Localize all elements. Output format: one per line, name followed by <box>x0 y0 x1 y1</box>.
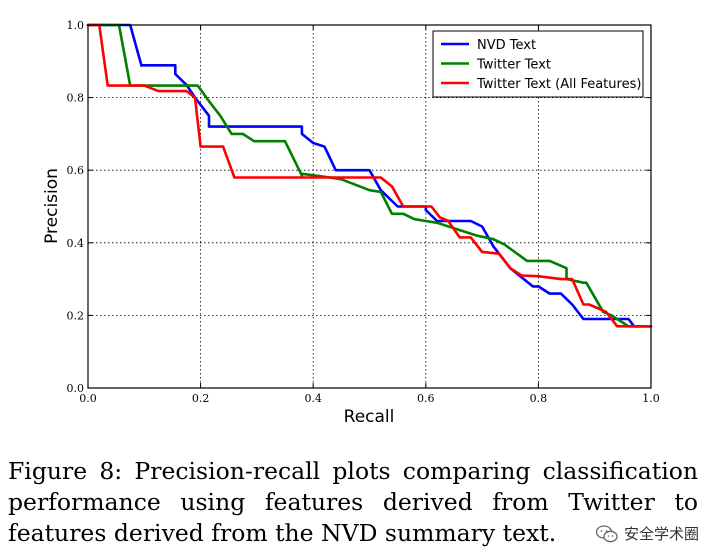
x-tick-label: 1.0 <box>642 392 660 405</box>
legend: NVD Text Twitter Text Twitter Text (All Fe… <box>432 30 644 98</box>
x-tick-label: 0.4 <box>304 392 322 405</box>
plot-frame <box>87 24 652 389</box>
axis-ticks: 0.0 0.2 0.4 0.6 0.8 1.0 0.0 0.2 0.4 0.6 0.8 1.0 <box>67 19 660 405</box>
series-line-2 <box>86 23 653 328</box>
x-tick-label: 0.0 <box>79 392 97 405</box>
y-axis-label: Precision <box>42 168 62 244</box>
x-axis-label: Recall <box>344 407 395 427</box>
pr-chart: 0.0 0.2 0.4 0.6 0.8 1.0 0.0 0.2 0.4 0.6 0.8 1.0 Rec… <box>42 19 660 427</box>
y-tick-label: 0.4 <box>67 237 85 250</box>
series-lines <box>86 23 653 328</box>
wechat-icon <box>595 524 618 542</box>
y-tick-label: 1.0 <box>67 19 85 32</box>
y-tick-label: 0.0 <box>67 382 85 395</box>
watermark-text: 安全学术圈 <box>623 525 699 543</box>
y-tick-label: 0.2 <box>67 309 85 322</box>
y-tick-label: 0.8 <box>67 92 85 105</box>
series-line-1 <box>86 23 653 328</box>
y-tick-label: 0.6 <box>67 164 85 177</box>
x-tick-label: 0.6 <box>417 392 435 405</box>
legend-label: NVD Text <box>477 38 536 53</box>
figure-caption: Figure 8: Precision-recall plots compari… <box>8 457 698 547</box>
legend-label: Twitter Text (All Features) <box>476 77 641 92</box>
x-tick-label: 0.8 <box>530 392 548 405</box>
x-tick-label: 0.2 <box>192 392 210 405</box>
watermark: 安全学术圈 <box>591 521 703 546</box>
legend-label: Twitter Text <box>476 58 551 73</box>
